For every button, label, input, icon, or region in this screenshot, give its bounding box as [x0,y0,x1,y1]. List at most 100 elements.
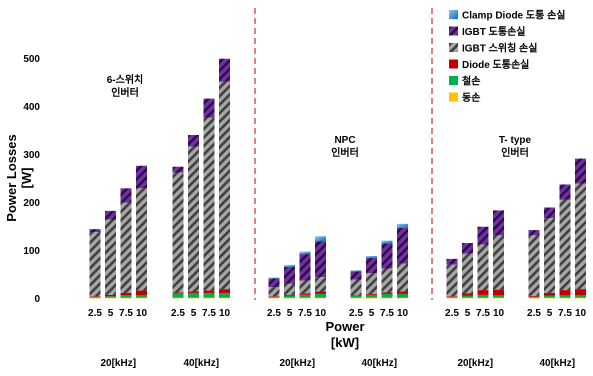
section-label: NPC 인버터 [331,135,359,159]
diode-conduction-segment [397,291,408,294]
igbt-conduction-segment [172,166,184,173]
iron-loss-segment [219,292,230,298]
x-tick-label: 5 [369,308,375,319]
y-tick-label: 200 [23,198,40,209]
iron-loss-segment [477,294,489,298]
iron-loss-segment [366,294,377,298]
iron-loss-segment [350,295,362,298]
section-3 [446,158,586,299]
section-1 [89,58,230,299]
igbt-conduction-segment [446,258,458,265]
iron-loss-segment [446,296,458,298]
diode-conduction-segment [315,291,326,294]
bar-group [172,58,230,299]
bar-group [89,165,147,299]
x-tick-label: 7.5 [476,308,490,319]
copper-loss-segment [172,297,184,299]
clamp-diode-segment [366,256,377,258]
diode-conduction-segment [366,293,377,295]
copper-loss-segment [366,297,377,299]
iron-loss-segment [575,295,586,298]
igbt-switching-segment [446,264,458,297]
x-tick-label: 10 [219,308,231,319]
igbt-conduction-segment [397,227,408,264]
igbt-conduction-segment [493,210,504,236]
iron-loss-segment [89,296,101,298]
igbt-switching-segment [544,218,555,293]
copper-loss-segment [381,297,393,299]
clamp-diode-segment [299,251,311,255]
legend-label: IGBT 도통손실 [462,25,525,38]
copper-loss-segment [477,297,489,299]
clamp-diode-segment [268,277,280,279]
igbt-conduction-segment [366,257,377,274]
iron-loss-segment [172,292,184,298]
igbt-switching-segment [203,117,215,291]
x-tick-label: 10 [315,308,327,319]
igbt-switching-segment [350,279,362,296]
copper-loss-segment [284,297,295,299]
iron-loss-segment [493,295,504,298]
igbt-switching-segment [493,235,504,290]
iron-loss-segment [188,292,199,298]
copper-loss-segment [89,297,101,299]
copper-loss-segment [397,297,408,299]
clamp-diode-segment [350,270,362,272]
iron-loss-segment [284,295,295,298]
diode-conduction-segment [559,290,571,296]
x-tick-label: 10 [397,308,409,319]
iron-loss-segment [120,295,132,298]
igbt-conduction-segment [299,254,311,281]
diode-conduction-segment [299,293,311,295]
iron-loss-segment [315,293,326,298]
igbt-conduction-segment [284,267,295,284]
igbt-conduction-segment [381,243,393,269]
x-tick-label: 2.5 [445,308,459,319]
x-axis-title: Power [kW] [325,319,364,350]
legend-label: 철손 [462,75,480,88]
igbt-switching-segment [315,277,326,292]
copper-loss-segment [544,297,555,299]
section-2 [268,223,408,299]
igbt-switching-segment [89,232,101,297]
diode-conduction-segment [284,294,295,296]
diode-conduction-segment [89,296,101,297]
clamp-diode-segment [397,223,408,228]
x-tick-label: 2.5 [527,308,541,319]
frequency-group-label: 40[kHz] [361,358,397,369]
y-tick-label: 400 [23,102,40,113]
frequency-group-label: 20[kHz] [279,358,315,369]
legend-swatch [449,76,458,85]
x-tick-label: 10 [575,308,587,319]
x-tick-label: 10 [493,308,505,319]
x-tick-label: 5 [465,308,471,319]
section-label: T- type 인버터 [499,135,532,159]
iron-loss-segment [381,293,393,298]
x-tick-label: 7.5 [298,308,312,319]
igbt-conduction-segment [559,184,571,200]
diode-conduction-segment [188,291,199,293]
frequency-group-label: 40[kHz] [183,358,219,369]
igbt-conduction-segment [268,278,280,288]
copper-loss-segment [493,297,504,299]
y-axis: 0 100 200 300 400 500 Power Losses[W] [4,54,40,305]
diode-conduction-segment [446,296,458,297]
x-tick-label: 5 [191,308,197,319]
igbt-conduction-segment [188,135,199,147]
legend-label: Diode 도통손실 [462,58,529,71]
iron-loss-segment [105,296,116,298]
igbt-conduction-segment [136,165,147,189]
legend-swatch [449,26,458,36]
copper-loss-segment [219,297,230,299]
igbt-conduction-segment [477,226,489,245]
x-tick-label: 2.5 [171,308,185,319]
iron-loss-segment [136,295,147,298]
copper-loss-segment [315,297,326,299]
x-tick-label: 2.5 [88,308,102,319]
x-tick-label: 2.5 [349,308,363,319]
igbt-switching-segment [528,235,540,296]
copper-loss-segment [268,297,280,299]
bar-group [446,210,504,299]
diode-conduction-segment [381,292,393,294]
